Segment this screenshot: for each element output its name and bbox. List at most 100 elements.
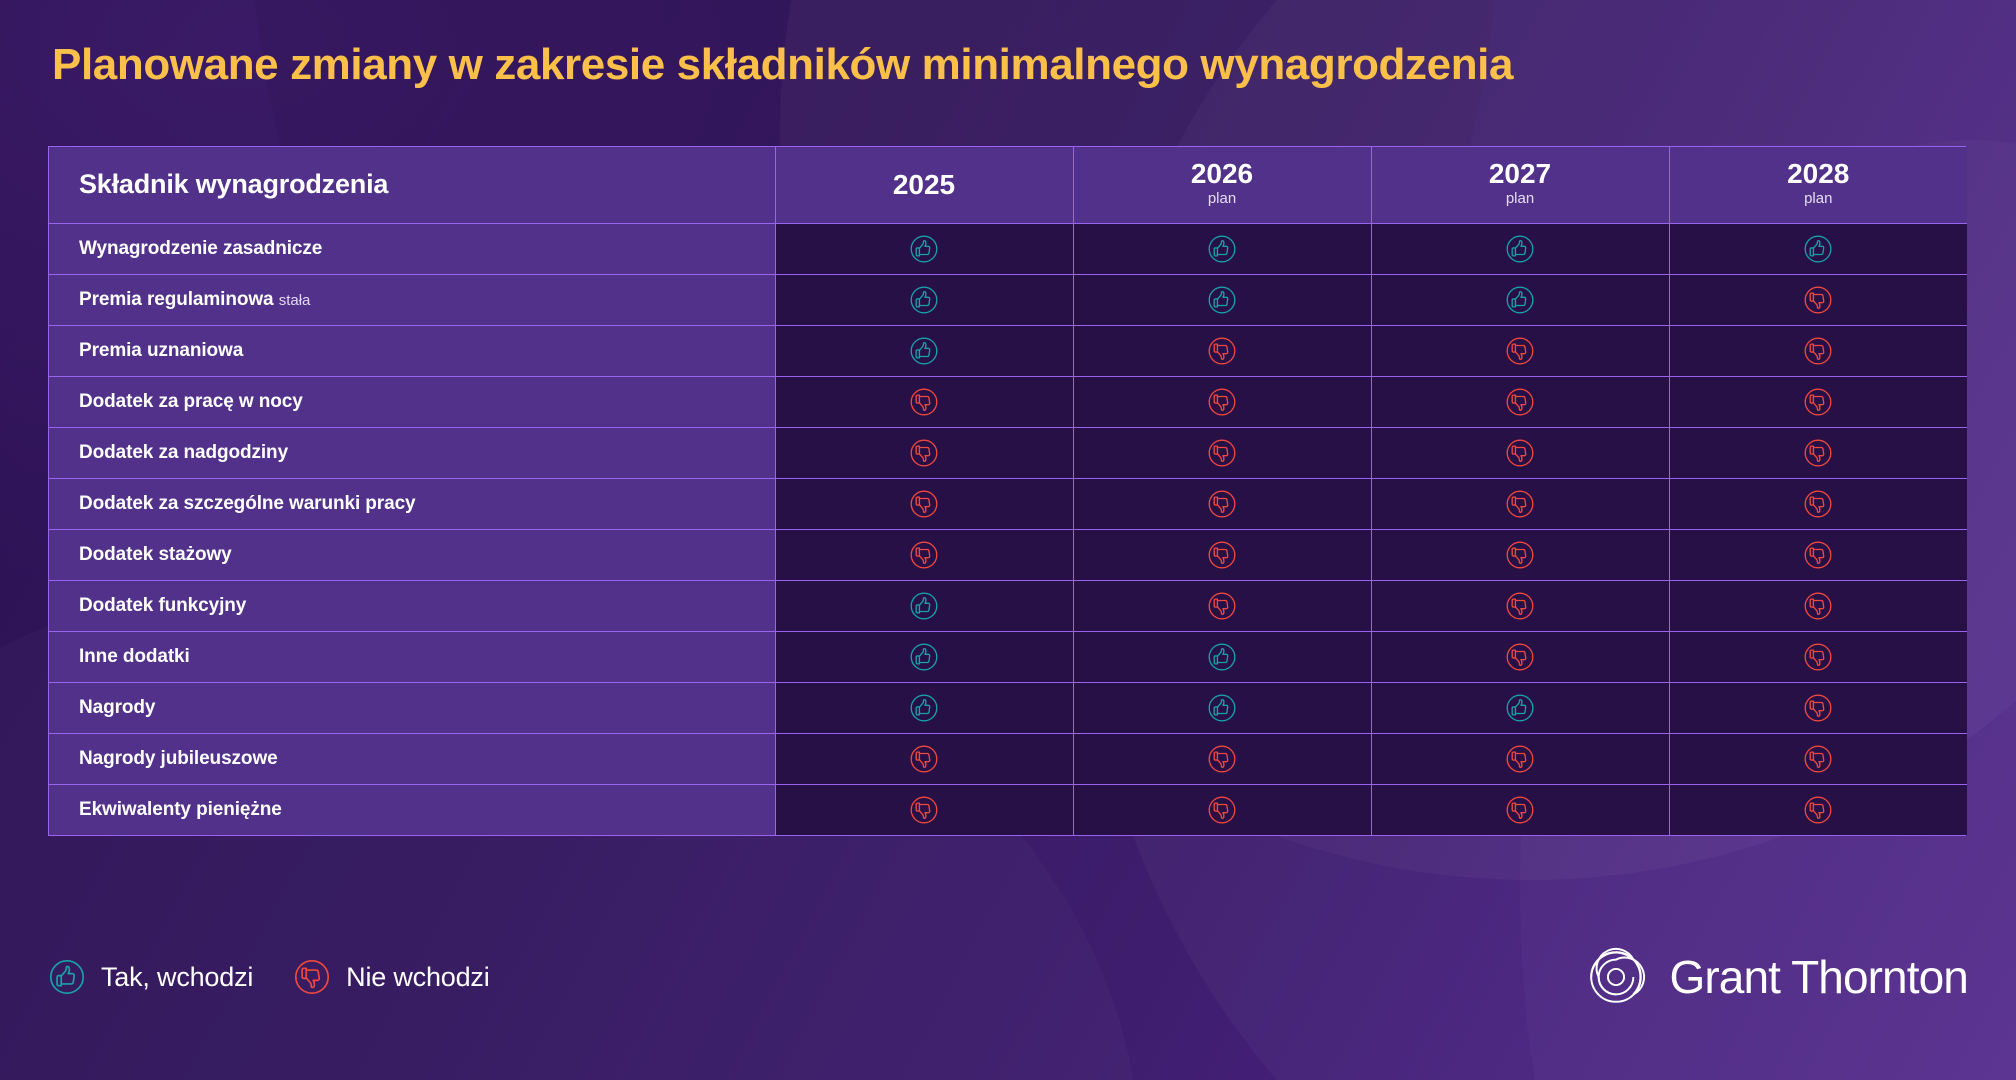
status-cell [1073, 529, 1372, 581]
status-cell [1073, 427, 1372, 479]
thumbs-down-icon [1803, 285, 1833, 315]
header-year-2027: 2027 plan [1371, 147, 1670, 224]
thumbs-down-icon [1207, 489, 1237, 519]
row-label: Premia uznaniowa [79, 339, 244, 361]
status-cell [1371, 376, 1670, 428]
year-value: 2025 [892, 168, 956, 200]
legend-label-no: Nie wchodzi [346, 961, 490, 992]
status-cell [1669, 631, 1967, 683]
thumbs-down-icon [1803, 591, 1833, 621]
thumbs-down-icon [293, 958, 331, 996]
status-cell [1371, 478, 1670, 530]
table-row: Nagrody [49, 682, 1967, 734]
thumbs-up-icon [1505, 234, 1535, 264]
status-cell [775, 733, 1074, 785]
legend: Tak, wchodzi Nie wchodzi [48, 958, 490, 996]
row-label-qualifier: stała [278, 291, 311, 309]
table-row: Ekwiwalenty pieniężne [49, 784, 1967, 835]
year-value: 2028 [1787, 157, 1850, 189]
thumbs-up-icon [1803, 234, 1833, 264]
status-cell [1073, 325, 1372, 377]
year-sub: plan [1207, 189, 1237, 207]
row-label: Wynagrodzenie zasadnicze [79, 237, 323, 259]
row-label: Dodatek za szczególne warunki pracy [79, 492, 416, 514]
thumbs-down-icon [1803, 540, 1833, 570]
row-label: Nagrody [79, 696, 156, 718]
thumbs-down-icon [909, 540, 939, 570]
row-label-cell: Dodatek funkcyjny [49, 580, 776, 632]
status-cell [1371, 580, 1670, 632]
thumbs-down-icon [1803, 642, 1833, 672]
status-cell [1073, 223, 1372, 275]
legend-item-yes: Tak, wchodzi [48, 958, 253, 996]
status-cell [1371, 784, 1670, 835]
status-cell [1073, 274, 1372, 326]
thumbs-down-icon [1803, 387, 1833, 417]
legend-item-no: Nie wchodzi [293, 958, 490, 996]
status-cell [1371, 529, 1670, 581]
thumbs-down-icon [1505, 489, 1535, 519]
page-title: Planowane zmiany w zakresie składników m… [52, 40, 1514, 89]
thumbs-up-icon [1207, 693, 1237, 723]
row-label: Dodatek za nadgodziny [79, 441, 289, 463]
status-cell [1073, 784, 1372, 835]
table-row: Nagrody jubileuszowe [49, 733, 1967, 785]
header-label-column: Składnik wynagrodzenia [49, 147, 776, 224]
status-cell [775, 274, 1074, 326]
thumbs-down-icon [1207, 795, 1237, 825]
thumbs-up-icon [909, 285, 939, 315]
status-cell [775, 223, 1074, 275]
thumbs-down-icon [1803, 795, 1833, 825]
row-label-cell: Nagrody jubileuszowe [49, 733, 776, 785]
status-cell [775, 631, 1074, 683]
status-cell [1371, 274, 1670, 326]
status-cell [1669, 682, 1967, 734]
thumbs-up-icon [909, 234, 939, 264]
row-label-cell: Dodatek za szczególne warunki pracy [49, 478, 776, 530]
thumbs-down-icon [1803, 744, 1833, 774]
status-cell [775, 529, 1074, 581]
table-row: Inne dodatki [49, 631, 1967, 683]
logo-wordmark: Grant Thornton [1669, 951, 1968, 1003]
thumbs-down-icon [1207, 387, 1237, 417]
table-row: Premia regulaminowa stała [49, 274, 1967, 326]
year-value: 2027 [1488, 157, 1552, 189]
status-cell [775, 682, 1074, 734]
thumbs-down-icon [1505, 540, 1535, 570]
status-cell [1669, 733, 1967, 785]
year-sub: plan [1505, 189, 1535, 207]
status-cell [1669, 274, 1967, 326]
status-cell [1669, 784, 1967, 835]
status-cell [775, 580, 1074, 632]
table-row: Wynagrodzenie zasadnicze [49, 223, 1967, 275]
year-sub: plan [1804, 189, 1833, 207]
thumbs-up-icon [1207, 285, 1237, 315]
year-value: 2026 [1190, 157, 1254, 189]
status-cell [1669, 580, 1967, 632]
status-cell [1371, 682, 1670, 734]
status-cell [1669, 478, 1967, 530]
thumbs-up-icon [48, 958, 86, 996]
status-cell [1371, 631, 1670, 683]
status-cell [1073, 580, 1372, 632]
status-cell [1669, 376, 1967, 428]
status-cell [1073, 631, 1372, 683]
comparison-table: Składnik wynagrodzenia 2025 2026 plan 20… [48, 146, 1967, 836]
status-cell [775, 478, 1074, 530]
thumbs-down-icon [909, 744, 939, 774]
row-label: Dodatek stażowy [79, 543, 232, 565]
row-label: Dodatek funkcyjny [79, 594, 247, 616]
row-label-cell: Ekwiwalenty pieniężne [49, 784, 776, 835]
thumbs-down-icon [1803, 438, 1833, 468]
status-cell [1371, 223, 1670, 275]
thumbs-up-icon [1207, 642, 1237, 672]
status-cell [775, 427, 1074, 479]
thumbs-down-icon [1505, 336, 1535, 366]
table-body: Wynagrodzenie zasadnicze Premia regulami… [49, 223, 1967, 835]
status-cell [1073, 376, 1372, 428]
thumbs-up-icon [909, 336, 939, 366]
table-row: Dodatek funkcyjny [49, 580, 1967, 632]
table-row: Dodatek za szczególne warunki pracy [49, 478, 1967, 530]
table-header-row: Składnik wynagrodzenia 2025 2026 plan 20… [49, 147, 1967, 224]
